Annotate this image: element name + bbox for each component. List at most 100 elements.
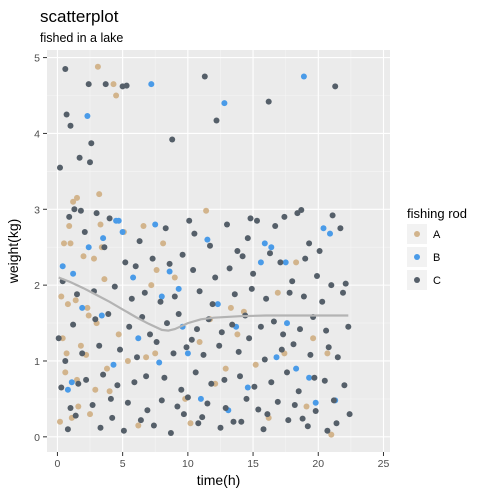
data-point-C: [180, 252, 186, 258]
x-tick-label: 25: [378, 458, 390, 470]
data-point-B: [327, 231, 333, 237]
legend-label-C: C: [433, 275, 441, 287]
data-point-C: [236, 349, 242, 355]
data-point-C: [138, 417, 144, 423]
data-point-A: [304, 404, 310, 410]
data-point-C: [164, 320, 170, 326]
data-point-C: [237, 373, 243, 379]
data-point-C: [117, 347, 123, 353]
data-point-C: [88, 140, 94, 146]
data-point-A: [188, 420, 194, 426]
data-point-C: [231, 419, 237, 425]
data-point-A: [65, 301, 71, 307]
data-point-B: [69, 379, 75, 385]
data-point-B: [167, 269, 173, 275]
data-point-C: [275, 399, 281, 405]
data-point-C: [103, 81, 109, 87]
data-point-C: [100, 372, 106, 378]
data-point-C: [322, 378, 328, 384]
data-point-C: [167, 261, 173, 267]
x-tick-label: 0: [55, 458, 61, 470]
y-axis-label: weight(kg): [5, 219, 21, 285]
data-point-C: [58, 385, 64, 391]
data-point-C: [258, 324, 264, 330]
legend-key-C: [414, 277, 420, 283]
data-point-C: [57, 165, 63, 171]
data-point-C: [74, 291, 80, 297]
data-point-B: [293, 366, 299, 372]
data-point-A: [95, 64, 101, 70]
data-point-C: [341, 382, 347, 388]
data-point-B: [99, 313, 105, 319]
data-point-C: [324, 428, 330, 434]
data-point-B: [135, 335, 141, 341]
data-point-B: [84, 113, 90, 119]
data-point-C: [133, 263, 139, 269]
data-point-C: [212, 275, 218, 281]
data-point-A: [148, 282, 154, 288]
data-point-C: [171, 350, 177, 356]
data-point-C: [142, 290, 148, 296]
data-point-C: [314, 273, 320, 279]
data-point-A: [81, 253, 87, 259]
data-point-C: [79, 350, 85, 356]
data-point-C: [227, 265, 233, 271]
data-point-C: [147, 331, 153, 337]
data-point-C: [340, 290, 346, 296]
data-point-A: [84, 305, 90, 311]
data-point-C: [94, 210, 100, 216]
data-point-C: [62, 66, 68, 72]
data-point-C: [347, 411, 353, 417]
data-point-C: [244, 396, 250, 402]
data-point-C: [195, 420, 201, 426]
data-point-C: [105, 311, 111, 317]
data-point-C: [174, 404, 180, 410]
y-tick-label: 3: [34, 204, 40, 216]
data-point-B: [176, 286, 182, 292]
data-point-C: [181, 411, 187, 417]
data-point-B: [130, 275, 136, 281]
data-point-C: [210, 301, 216, 307]
data-point-A: [223, 366, 229, 372]
data-point-B: [111, 362, 117, 368]
data-point-B: [159, 294, 165, 300]
data-point-C: [284, 369, 290, 375]
data-point-B: [274, 354, 280, 360]
data-point-A: [62, 369, 68, 375]
data-point-B: [258, 259, 264, 265]
data-point-C: [150, 256, 156, 262]
data-point-C: [176, 311, 182, 317]
data-point-C: [332, 83, 338, 89]
data-point-C: [263, 296, 269, 302]
legend-label-A: A: [433, 229, 441, 241]
data-point-B: [79, 305, 85, 311]
data-point-A: [74, 195, 80, 201]
data-point-C: [66, 214, 72, 220]
data-point-A: [275, 290, 281, 296]
data-point-A: [66, 223, 72, 229]
data-point-C: [186, 218, 192, 224]
x-axis: 0 5 10 15 20 25: [55, 452, 390, 470]
data-point-C: [229, 322, 235, 328]
data-point-C: [143, 373, 149, 379]
data-point-B: [198, 396, 204, 402]
data-point-C: [159, 397, 165, 403]
data-point-C: [68, 123, 74, 129]
data-point-C: [267, 250, 273, 256]
data-point-A: [293, 259, 299, 265]
data-point-C: [277, 259, 283, 265]
data-point-A: [91, 256, 97, 262]
data-point-B: [100, 235, 106, 241]
data-point-C: [311, 375, 317, 381]
data-point-C: [178, 387, 184, 393]
data-point-A: [75, 404, 81, 410]
y-tick-label: 2: [34, 280, 40, 292]
data-point-C: [129, 296, 135, 302]
data-point-B: [120, 229, 126, 235]
data-point-C: [208, 381, 214, 387]
data-point-A: [61, 240, 67, 246]
data-point-C: [287, 290, 293, 296]
data-point-B: [301, 74, 307, 80]
data-point-C: [281, 214, 287, 220]
